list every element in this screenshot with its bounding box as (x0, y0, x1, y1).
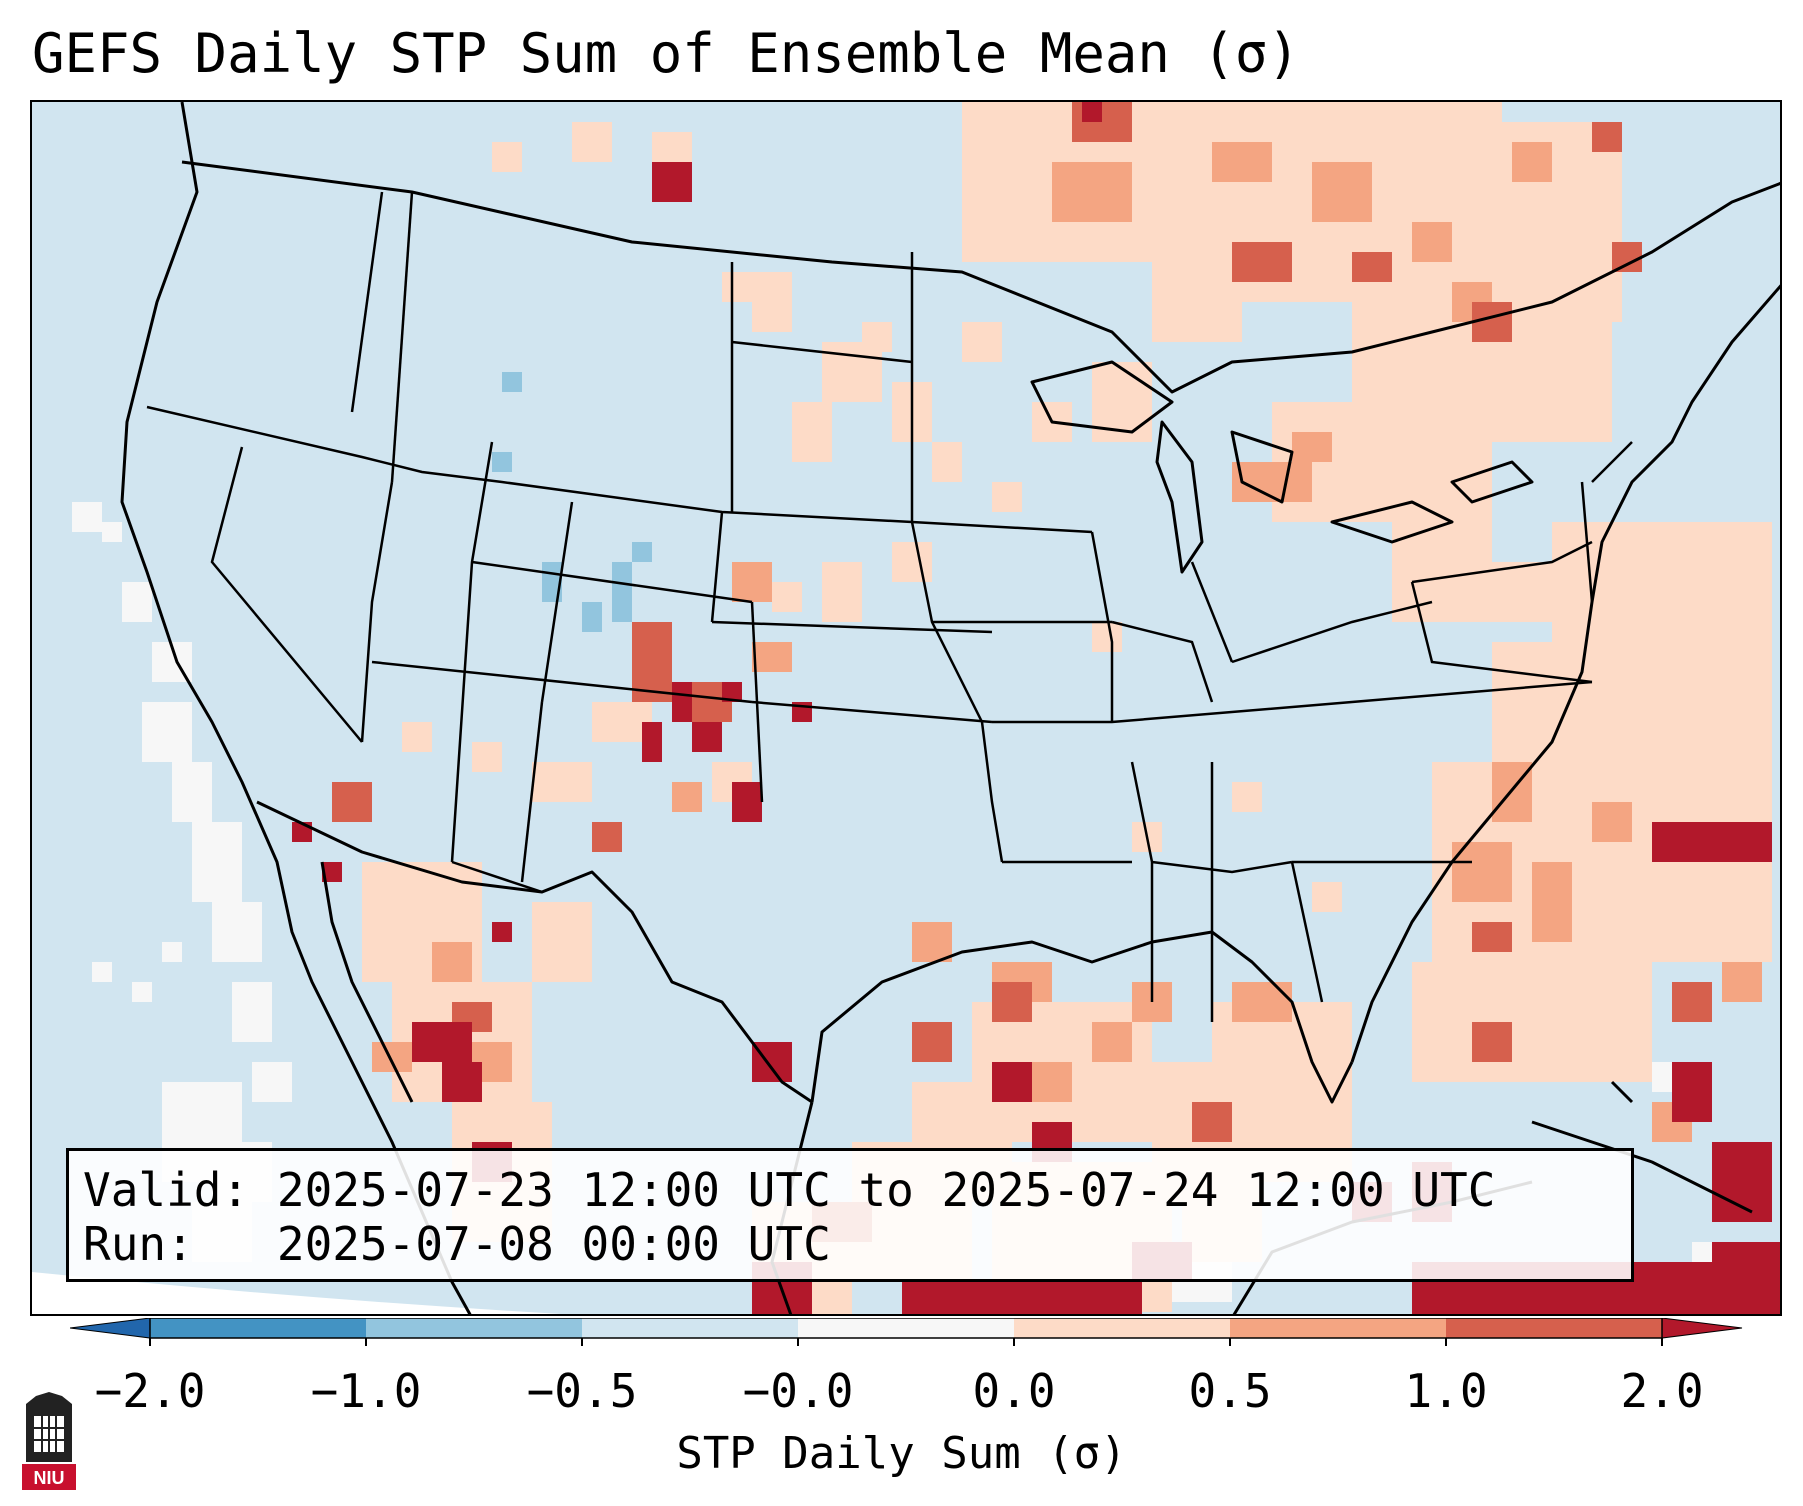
map-title: GEFS Daily STP Sum of Ensemble Mean (σ) (32, 22, 1300, 85)
colorbar-segment (582, 1318, 798, 1338)
colorbar-segment (1014, 1318, 1230, 1338)
svg-text:NIU: NIU (34, 1468, 65, 1488)
colorbar-tick-label: −0.5 (526, 1364, 638, 1418)
colorbar-tick-label: −1.0 (310, 1364, 422, 1418)
valid-time-range: 2025-07-23 12:00 UTC to 2025-07-24 12:00… (276, 1163, 1496, 1217)
colorbar (70, 1318, 1743, 1346)
colorbar-segment (366, 1318, 582, 1338)
colorbar-tick-label: 0.5 (1188, 1364, 1272, 1418)
colorbar-tick-label: 0.0 (972, 1364, 1056, 1418)
valid-run-info-box: Valid: 2025-07-23 12:00 UTC to 2025-07-2… (66, 1148, 1634, 1282)
colorbar-segment (1230, 1318, 1446, 1338)
colorbar-tick-label: −2.0 (94, 1364, 206, 1418)
colorbar-label: STP Daily Sum (σ) (676, 1428, 1127, 1479)
orange-pixel-cluster (372, 142, 1762, 1142)
colorbar-tick-label: 2.0 (1620, 1364, 1704, 1418)
state-borders (146, 191, 1633, 1022)
colorbar-segment (150, 1318, 366, 1338)
map-panel (30, 100, 1782, 1316)
stp-map (32, 102, 1780, 1314)
run-label: Run: (83, 1217, 194, 1271)
colorbar-segment (798, 1318, 1014, 1338)
colorbar-extend-low (70, 1318, 151, 1339)
colorbar-tick-label: −0.0 (742, 1364, 854, 1418)
niu-logo-icon: NIU (22, 1392, 76, 1490)
valid-label: Valid: (83, 1163, 250, 1217)
colorbar-tick-label: 1.0 (1404, 1364, 1488, 1418)
run-time: 2025-07-08 00:00 UTC (276, 1217, 831, 1271)
colorbar-segment (1446, 1318, 1662, 1338)
colorbar-extend-high (1661, 1318, 1743, 1339)
blue-pixel-cluster (492, 372, 652, 632)
